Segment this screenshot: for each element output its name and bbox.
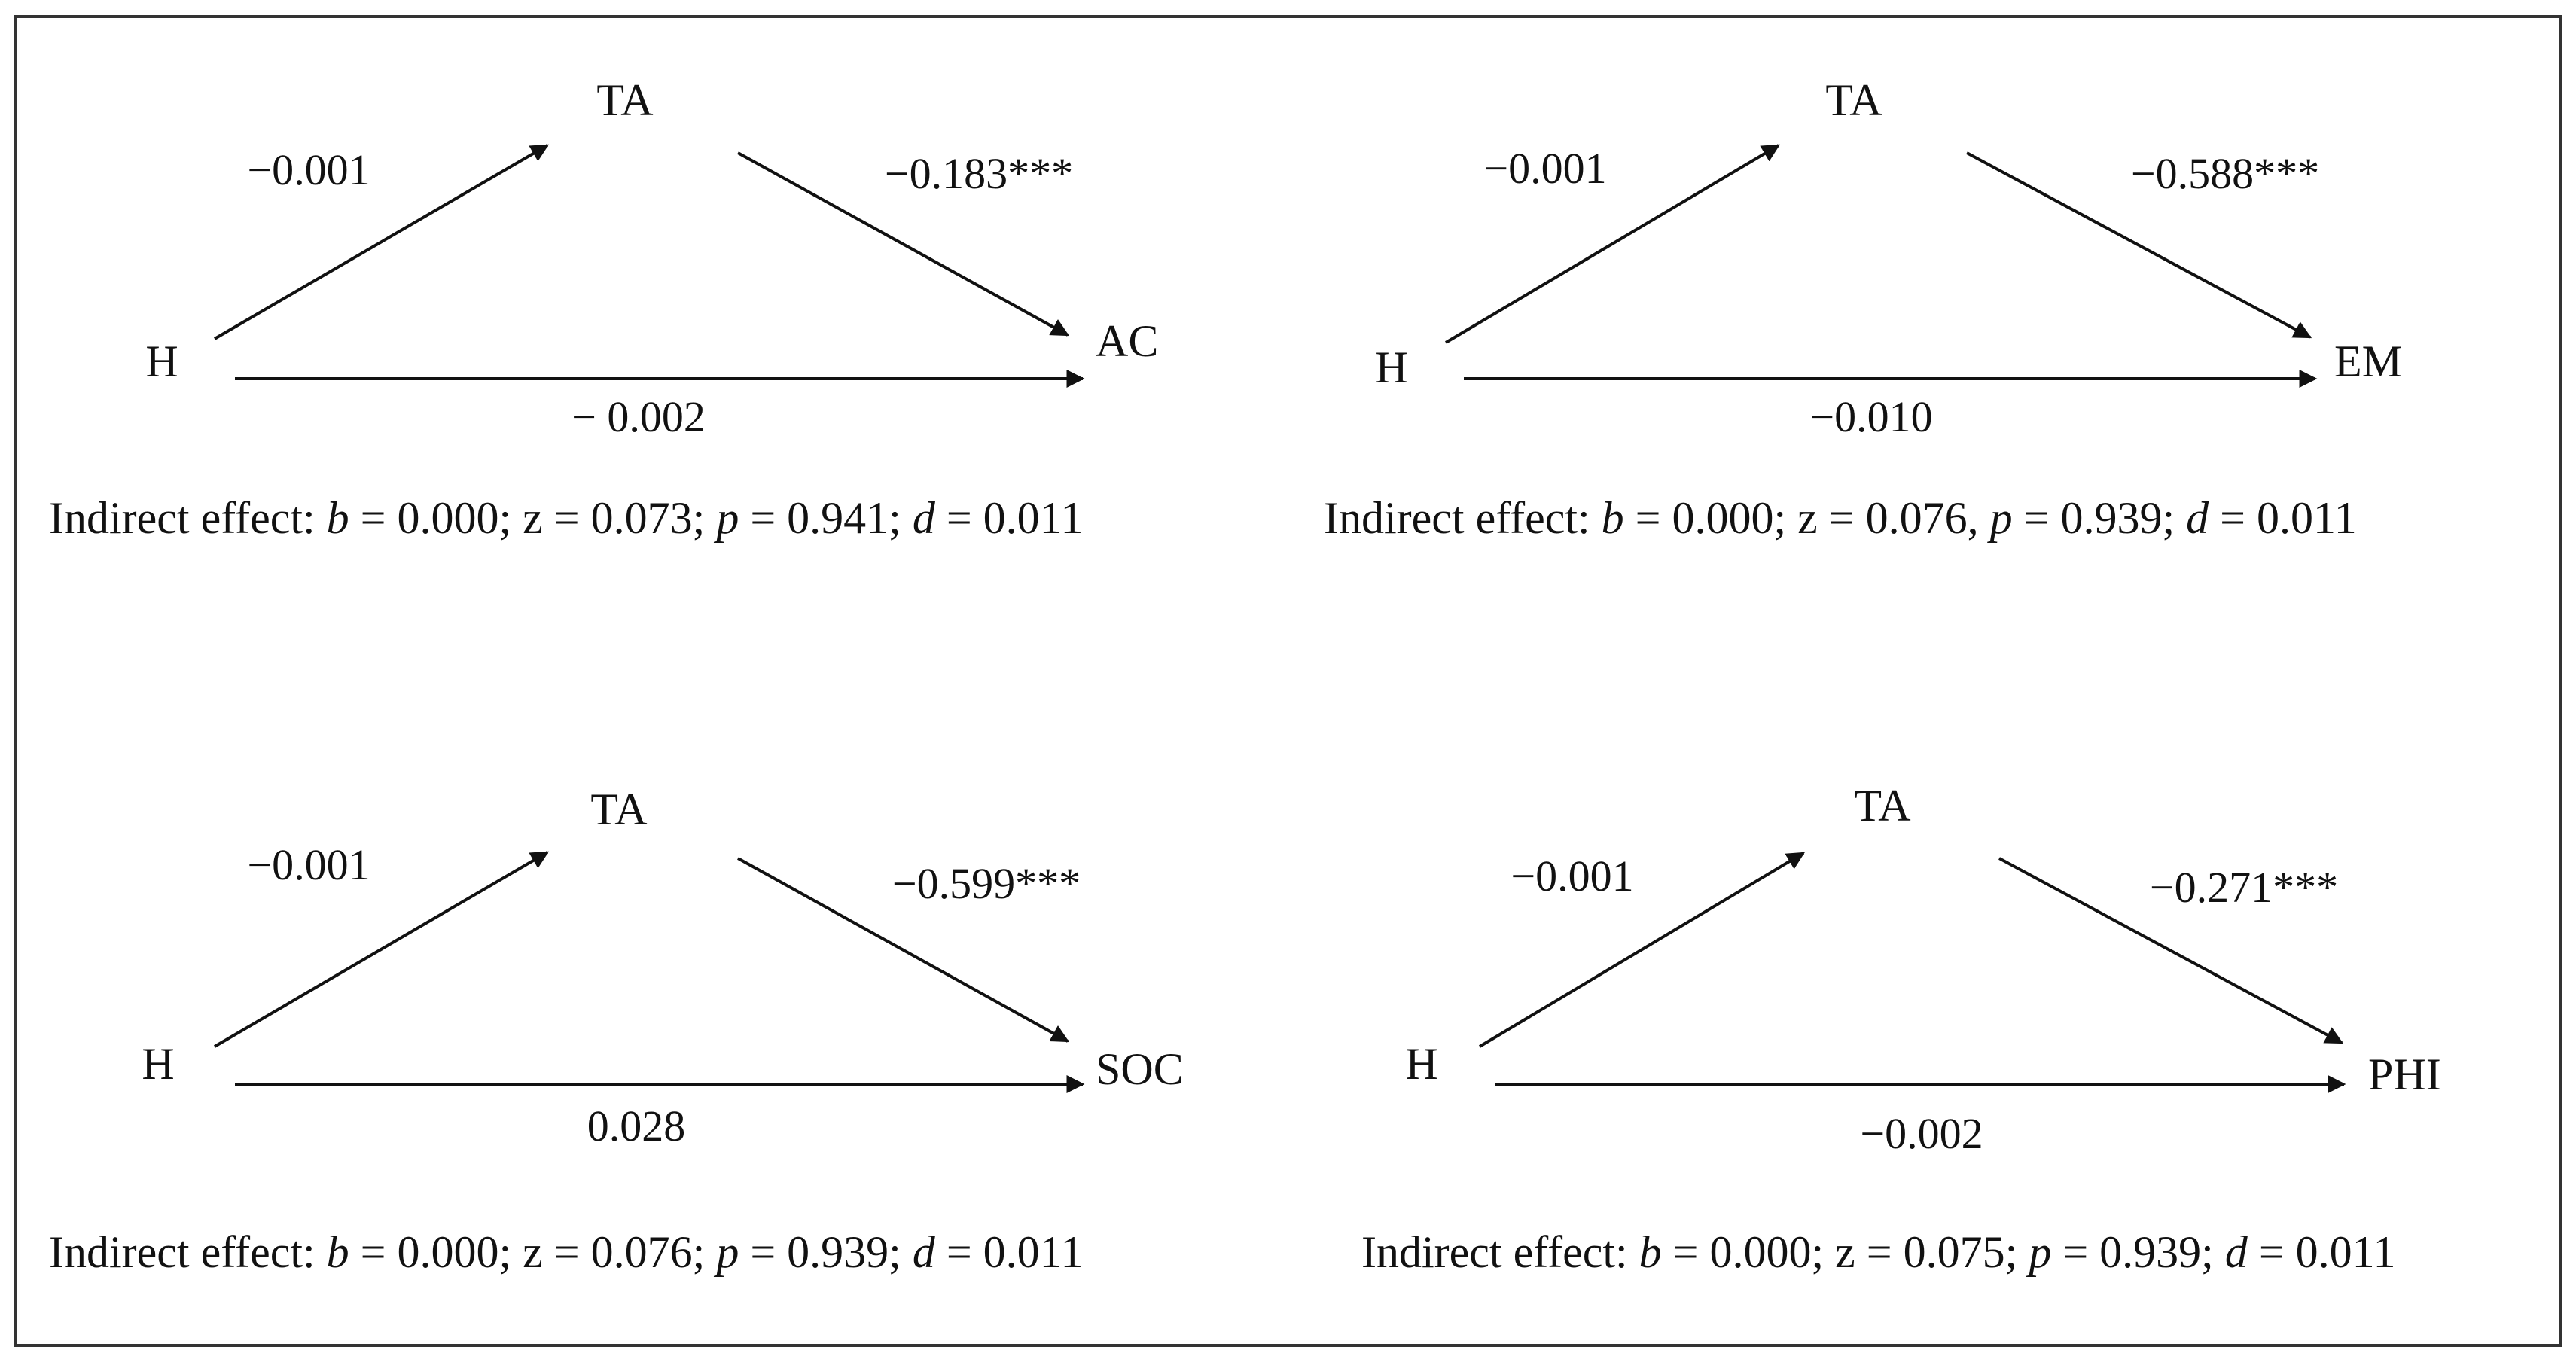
node-predictor: H (145, 337, 178, 386)
arrow-ta-to-outcome (737, 857, 1070, 1043)
mediation-panel-ac: TA H AC −0.001 −0.183*** − 0.002 Indirec… (49, 75, 1158, 543)
node-outcome: AC (1096, 316, 1158, 366)
b-symbol: b (327, 1227, 349, 1277)
mediation-panel-soc: TA H SOC −0.001 −0.599*** 0.028 Indirect… (49, 785, 1184, 1277)
d-value: = 0.011 (935, 1227, 1084, 1277)
indirect-label: Indirect effect: (1361, 1227, 1639, 1277)
p-value: = 0.939; (2051, 1227, 2225, 1277)
figure-border (14, 15, 2562, 1347)
p-symbol: p (2026, 1227, 2051, 1277)
indirect-label: Indirect effect: (1324, 493, 1602, 543)
coef-c-path: −0.002 (1860, 1109, 1983, 1158)
coef-a-path: −0.001 (247, 145, 370, 194)
p-symbol: p (713, 493, 739, 543)
arrow-h-to-ta (1478, 852, 1806, 1048)
p-symbol: p (1987, 493, 2013, 543)
d-value: = 0.011 (2209, 493, 2357, 543)
p-value: = 0.941; (739, 493, 913, 543)
d-value: = 0.011 (935, 493, 1084, 543)
coef-c-path: 0.028 (587, 1101, 686, 1150)
node-outcome: SOC (1096, 1044, 1184, 1094)
node-mediator: TA (590, 785, 647, 834)
node-outcome: PHI (2368, 1050, 2441, 1099)
node-predictor: H (1375, 343, 1407, 392)
b-symbol: b (1639, 1227, 1662, 1277)
mediation-panel-em: TA H EM −0.001 −0.588*** −0.010 Indirect… (1324, 75, 2402, 543)
node-mediator: TA (596, 75, 653, 125)
arrow-ta-to-outcome (1966, 151, 2312, 339)
b-value: = 0.000; z = 0.075; (1662, 1227, 2029, 1277)
indirect-effect-summary: Indirect effect: b = 0.000; z = 0.073; p… (49, 493, 1083, 543)
indirect-effect-summary: Indirect effect: b = 0.000; z = 0.075; p… (1361, 1227, 2395, 1277)
coef-b-path: −0.183*** (885, 149, 1073, 198)
d-symbol: d (2186, 493, 2209, 543)
indirect-label: Indirect effect: (49, 1227, 327, 1277)
node-mediator: TA (1825, 75, 1882, 125)
p-value: = 0.939; (739, 1227, 913, 1277)
d-value: = 0.011 (2248, 1227, 2396, 1277)
coef-b-path: −0.271*** (2150, 863, 2338, 912)
arrow-h-to-ta (213, 851, 550, 1048)
arrow-ta-to-outcome (737, 151, 1070, 337)
d-symbol: d (913, 493, 936, 543)
d-symbol: d (913, 1227, 936, 1277)
indirect-effect-summary: Indirect effect: b = 0.000; z = 0.076; p… (49, 1227, 1083, 1277)
mediation-panel-phi: TA H PHI −0.001 −0.271*** −0.002 Indirec… (1361, 781, 2441, 1277)
b-value: = 0.000; z = 0.076; (349, 1227, 717, 1277)
indirect-label: Indirect effect: (49, 493, 327, 543)
node-outcome: EM (2334, 337, 2402, 386)
arrow-h-to-ta (213, 144, 550, 340)
b-value: = 0.000; z = 0.073; (349, 493, 717, 543)
p-symbol: p (713, 1227, 739, 1277)
coef-a-path: −0.001 (1511, 852, 1633, 900)
p-value: = 0.939; (2013, 493, 2187, 543)
node-predictor: H (142, 1039, 174, 1089)
b-symbol: b (1602, 493, 1624, 543)
d-symbol: d (2225, 1227, 2248, 1277)
coef-c-path: −0.010 (1809, 392, 1932, 441)
coef-a-path: −0.001 (247, 840, 370, 889)
arrow-ta-to-outcome (1998, 857, 2344, 1044)
indirect-effect-summary: Indirect effect: b = 0.000; z = 0.076, p… (1324, 493, 2357, 543)
coef-c-path: − 0.002 (572, 392, 706, 441)
b-value: = 0.000; z = 0.076, (1624, 493, 1990, 543)
node-mediator: TA (1854, 781, 1910, 830)
node-predictor: H (1405, 1039, 1437, 1089)
coef-b-path: −0.599*** (892, 859, 1081, 908)
b-symbol: b (327, 493, 349, 543)
arrow-h-to-ta (1444, 144, 1781, 344)
coef-a-path: −0.001 (1483, 144, 1606, 193)
coef-b-path: −0.588*** (2131, 149, 2319, 198)
